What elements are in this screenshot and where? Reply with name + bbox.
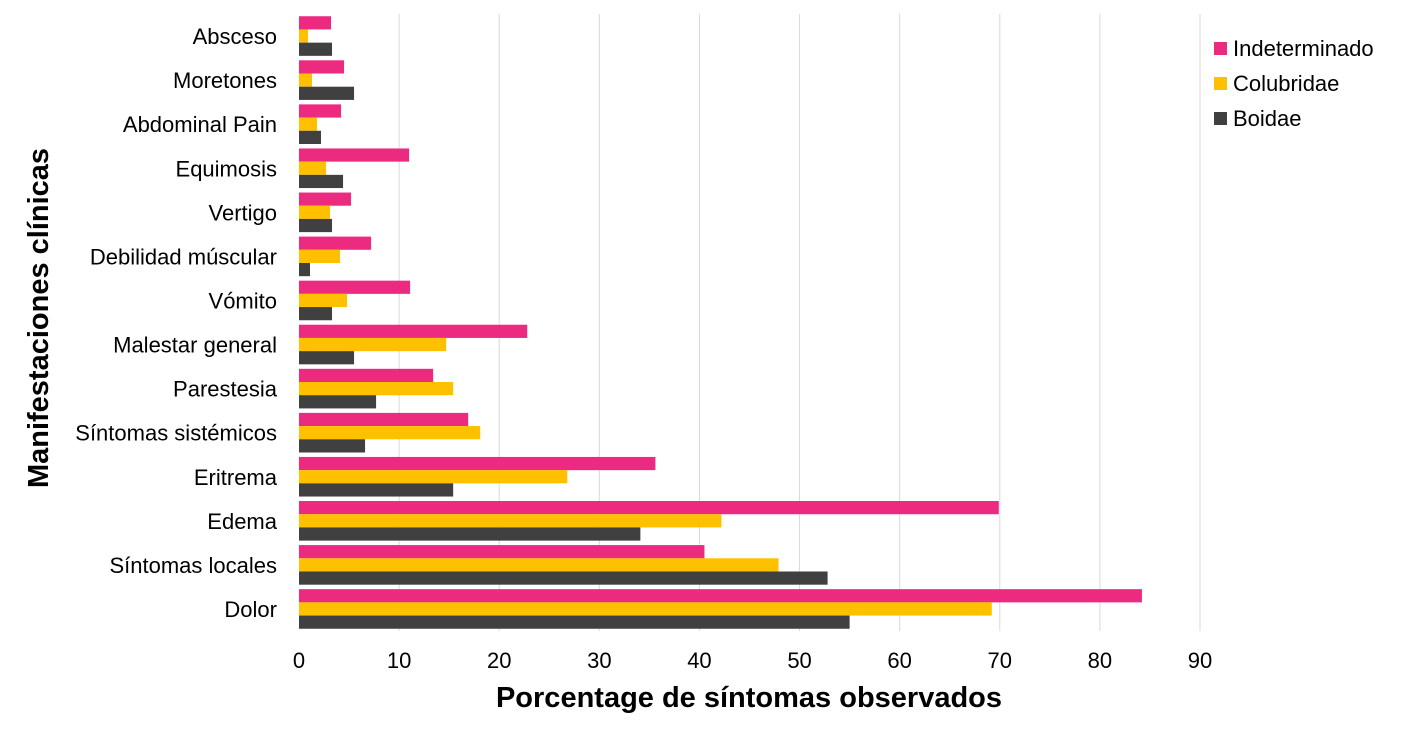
legend-swatch-indeterminado bbox=[1214, 42, 1227, 55]
x-axis-title: Porcentage de síntomas observados bbox=[496, 682, 1002, 714]
bar-colubridae-4 bbox=[299, 205, 331, 219]
bar-indeterminado-10 bbox=[299, 456, 656, 471]
category-label-2: Abdominal Pain bbox=[123, 112, 277, 137]
bar-indeterminado-13 bbox=[299, 589, 1142, 603]
bar-indeterminado-2 bbox=[299, 104, 342, 118]
gridlines bbox=[398, 14, 1201, 631]
bar-boidae-8 bbox=[299, 395, 377, 409]
bar-colubridae-7 bbox=[299, 337, 447, 352]
bar-indeterminado-1 bbox=[299, 60, 345, 74]
bar-indeterminado-7 bbox=[299, 324, 528, 338]
bar-boidae-10 bbox=[299, 483, 454, 497]
bar-colubridae-5 bbox=[299, 249, 341, 263]
category-label-11: Edema bbox=[207, 509, 277, 534]
category-label-4: Vertigo bbox=[209, 200, 278, 225]
bar-indeterminado-4 bbox=[299, 192, 352, 206]
legend-label-boidae: Boidae bbox=[1233, 106, 1302, 131]
bar-colubridae-10 bbox=[299, 470, 568, 484]
category-label-1: Moretones bbox=[173, 68, 277, 93]
x-tick-60: 60 bbox=[887, 648, 911, 673]
bar-colubridae-9 bbox=[299, 426, 481, 440]
bar-boidae-6 bbox=[299, 307, 333, 321]
bar-indeterminado-6 bbox=[299, 280, 411, 294]
bar-boidae-2 bbox=[299, 130, 322, 144]
bar-boidae-5 bbox=[299, 262, 311, 277]
x-tick-50: 50 bbox=[787, 648, 811, 673]
category-label-10: Eritrema bbox=[194, 465, 278, 490]
bar-indeterminado-12 bbox=[299, 545, 705, 559]
category-label-6: Vómito bbox=[209, 288, 277, 313]
bar-boidae-0 bbox=[299, 42, 333, 56]
x-tick-90: 90 bbox=[1188, 648, 1212, 673]
bar-colubridae-8 bbox=[299, 382, 454, 396]
bar-boidae-4 bbox=[299, 218, 333, 233]
x-tick-10: 10 bbox=[387, 648, 411, 673]
x-tick-labels: 0 10 20 30 40 50 60 70 80 90 bbox=[293, 648, 1212, 673]
bar-indeterminado-0 bbox=[299, 16, 332, 30]
legend-swatch-colubridae bbox=[1214, 77, 1227, 90]
category-label-3: Equimosis bbox=[176, 156, 277, 181]
category-label-12: Síntomas locales bbox=[109, 553, 277, 578]
bar-boidae-13 bbox=[299, 615, 850, 629]
x-tick-0: 0 bbox=[293, 648, 305, 673]
bar-colubridae-3 bbox=[299, 161, 327, 175]
category-label-9: Síntomas sistémicos bbox=[75, 421, 277, 446]
x-tick-30: 30 bbox=[587, 648, 611, 673]
bar-colubridae-0 bbox=[299, 29, 309, 43]
bar-boidae-11 bbox=[299, 527, 641, 541]
bars bbox=[299, 16, 1142, 629]
bar-colubridae-1 bbox=[299, 73, 313, 87]
bar-colubridae-12 bbox=[299, 558, 779, 572]
bar-boidae-9 bbox=[299, 439, 366, 453]
bar-indeterminado-11 bbox=[299, 501, 999, 515]
legend-label-colubridae: Colubridae bbox=[1233, 71, 1339, 96]
bar-boidae-3 bbox=[299, 174, 344, 189]
x-tick-70: 70 bbox=[988, 648, 1012, 673]
category-label-7: Malestar general bbox=[113, 333, 277, 358]
legend: Indeterminado Colubridae Boidae bbox=[1214, 36, 1374, 131]
y-axis-title: Manifestaciones clínicas bbox=[23, 148, 55, 488]
bar-colubridae-2 bbox=[299, 117, 318, 131]
category-labels: Absceso Moretones Abdominal Pain Equimosis V… bbox=[75, 24, 277, 622]
x-tick-40: 40 bbox=[687, 648, 711, 673]
bar-boidae-7 bbox=[299, 351, 355, 365]
bar-boidae-1 bbox=[299, 86, 355, 100]
legend-label-indeterminado: Indeterminado bbox=[1233, 36, 1374, 61]
bar-indeterminado-3 bbox=[299, 148, 410, 162]
category-label-0: Absceso bbox=[193, 24, 277, 49]
category-label-8: Parestesia bbox=[173, 377, 278, 402]
bar-indeterminado-8 bbox=[299, 368, 434, 383]
bar-colubridae-11 bbox=[299, 514, 722, 528]
legend-swatch-boidae bbox=[1214, 112, 1227, 125]
category-label-13: Dolor bbox=[224, 597, 277, 622]
bar-indeterminado-5 bbox=[299, 236, 372, 250]
x-tick-20: 20 bbox=[487, 648, 511, 673]
bar-indeterminado-9 bbox=[299, 412, 469, 427]
bar-colubridae-6 bbox=[299, 293, 348, 308]
bar-colubridae-13 bbox=[299, 602, 992, 616]
x-tick-80: 80 bbox=[1088, 648, 1112, 673]
category-label-5: Debilidad múscular bbox=[90, 244, 277, 269]
bar-boidae-12 bbox=[299, 571, 828, 585]
